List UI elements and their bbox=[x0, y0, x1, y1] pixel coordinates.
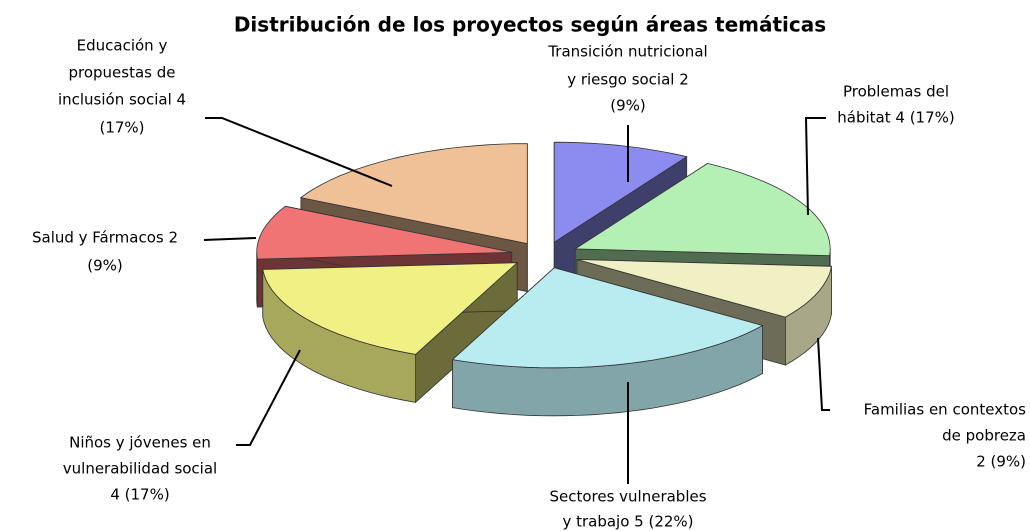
slice bbox=[451, 267, 764, 369]
slice bbox=[576, 259, 832, 318]
slice-label: 2 (9%) bbox=[976, 453, 1026, 471]
leader-line bbox=[205, 117, 393, 187]
chart-title: Distribución de los proyectos según área… bbox=[234, 13, 826, 37]
slice bbox=[553, 141, 688, 243]
slice-label: Sectores vulnerables bbox=[549, 488, 706, 506]
slice bbox=[256, 205, 512, 260]
slice-label: Niños y jóvenes en bbox=[69, 434, 211, 452]
slice-label: (17%) bbox=[99, 119, 144, 137]
leader-line bbox=[236, 349, 301, 446]
slice-label: Educación y bbox=[77, 37, 168, 55]
slice bbox=[262, 262, 519, 355]
slice bbox=[299, 143, 528, 245]
slice-label: propuestas de bbox=[68, 64, 175, 82]
slice-label: Transición nutricional bbox=[547, 43, 707, 61]
slice-label: vulnerabilidad social bbox=[63, 460, 217, 478]
slice-label: y trabajo 5 (22%) bbox=[562, 513, 693, 531]
slice-label: y riesgo social 2 bbox=[567, 71, 689, 89]
slice-label: (9%) bbox=[87, 257, 123, 275]
slice-label: Familias en contextos bbox=[864, 401, 1027, 419]
slice-label: Problemas del bbox=[843, 83, 949, 101]
slice-label: de pobreza bbox=[942, 427, 1026, 445]
slice-label: inclusión social 4 bbox=[58, 91, 186, 109]
slice-label: Salud y Fármacos 2 bbox=[32, 229, 178, 247]
slice-wall bbox=[256, 252, 258, 308]
leader-line bbox=[203, 237, 257, 241]
slice-label: 4 (17%) bbox=[110, 486, 169, 504]
leader-line bbox=[804, 117, 826, 216]
slice-label: hábitat 4 (17%) bbox=[837, 109, 954, 127]
slice-label: (9%) bbox=[610, 97, 646, 115]
leader-line bbox=[817, 337, 830, 411]
slice bbox=[573, 162, 831, 257]
